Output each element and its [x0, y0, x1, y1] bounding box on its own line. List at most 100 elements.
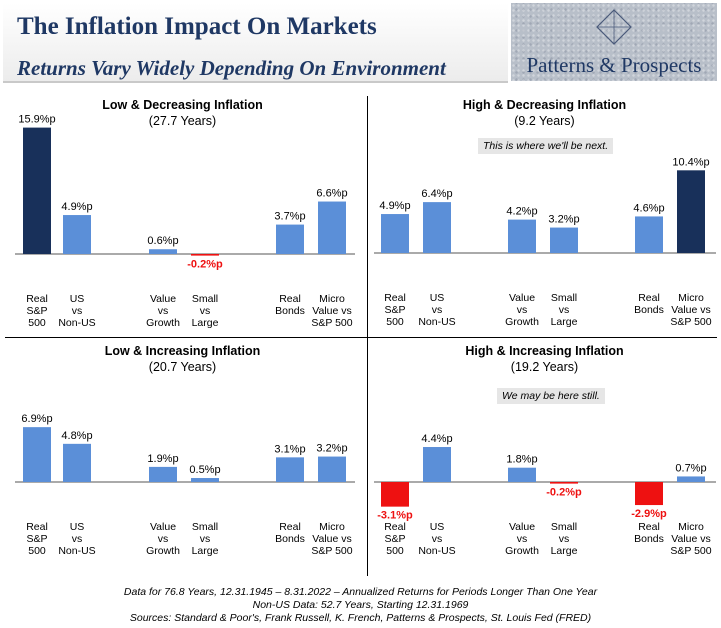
category-label: Value vs — [312, 533, 352, 545]
category-label: S&P 500 — [670, 316, 711, 328]
bar — [23, 427, 51, 482]
category-label: Bonds — [275, 533, 305, 545]
category-label: Micro — [678, 521, 704, 533]
data-label: 4.8%p — [61, 430, 92, 442]
bar — [23, 127, 51, 254]
data-label: 3.1%p — [274, 443, 305, 455]
chart-title: High & Decreasing Inflation — [462, 98, 627, 112]
data-label: 6.9%p — [21, 413, 52, 425]
bar-chart: 15.9%pRealS&P5004.9%pUSvsNon-US0.6%pValu… — [15, 114, 355, 329]
category-label: Large — [192, 317, 219, 329]
category-label: Non-US — [58, 317, 95, 329]
category-label: Bonds — [634, 304, 664, 316]
chart-annotation: We may be here still. — [497, 388, 605, 404]
data-label: -3.1%p — [377, 510, 413, 522]
bar — [276, 224, 304, 254]
bar — [550, 482, 578, 484]
category-label: vs — [200, 533, 211, 545]
diamond-logo-icon — [596, 9, 632, 45]
bar — [149, 466, 177, 482]
bar — [423, 202, 451, 253]
bar — [677, 476, 705, 482]
category-label: Growth — [505, 316, 539, 328]
bar — [276, 457, 304, 482]
category-label: Value — [509, 292, 535, 304]
data-label: 3.7%p — [274, 211, 305, 223]
title-band: The Inflation Impact On Markets Returns … — [3, 3, 508, 83]
category-label: Value — [150, 521, 176, 533]
category-label: Growth — [505, 545, 539, 557]
data-label: 3.2%p — [316, 443, 347, 455]
category-label: S&P — [384, 304, 405, 316]
category-label: Micro — [319, 293, 345, 305]
data-label: 4.2%p — [506, 206, 537, 218]
bar — [149, 249, 177, 254]
data-label: 4.9%p — [61, 201, 92, 213]
category-label: US — [430, 292, 445, 304]
category-label: Growth — [146, 545, 180, 557]
category-label: Value vs — [312, 305, 352, 317]
data-label: 4.6%p — [633, 202, 664, 214]
category-label: vs — [200, 305, 211, 317]
category-label: S&P 500 — [311, 545, 352, 557]
data-label: -0.2%p — [187, 259, 223, 271]
bar-chart: 4.9%pRealS&P5006.4%pUSvsNon-US4.2%pValue… — [374, 156, 716, 328]
category-label: S&P — [26, 305, 47, 317]
category-label: 500 — [28, 545, 46, 557]
category-label: Micro — [319, 521, 345, 533]
chart-panel-high-increasing: High & Increasing Inflation (19.2 Years)… — [372, 344, 717, 576]
category-label: vs — [432, 304, 443, 316]
bar — [508, 219, 536, 253]
chart-title: Low & Increasing Inflation — [104, 344, 261, 358]
category-label: Value vs — [671, 533, 711, 545]
category-label: 500 — [28, 317, 46, 329]
bar-chart: 6.9%pRealS&P5004.8%pUSvsNon-US1.9%pValue… — [15, 413, 355, 557]
data-label: 0.6%p — [147, 235, 178, 247]
data-label: 4.4%p — [421, 433, 452, 445]
category-label: US — [70, 521, 85, 533]
category-label: S&P — [26, 533, 47, 545]
category-label: Real — [638, 521, 660, 533]
category-label: vs — [158, 533, 169, 545]
bar — [550, 227, 578, 253]
category-label: Real — [279, 293, 301, 305]
chart-subtitle: (20.7 Years) — [148, 360, 217, 374]
category-label: Bonds — [275, 305, 305, 317]
bar — [318, 201, 346, 254]
data-label: -0.2%p — [546, 487, 582, 499]
category-label: Real — [279, 521, 301, 533]
chart-subtitle: (19.2 Years) — [510, 360, 579, 374]
data-label: 10.4%p — [672, 156, 709, 168]
data-label: 3.2%p — [548, 214, 579, 226]
logo: Patterns & Prospects — [511, 3, 717, 81]
category-label: S&P 500 — [670, 545, 711, 557]
vertical-divider — [367, 96, 368, 576]
category-label: vs — [559, 304, 570, 316]
chart-subtitle: (9.2 Years) — [514, 114, 575, 128]
page-title: The Inflation Impact On Markets — [17, 13, 377, 40]
chart-title: Low & Decreasing Inflation — [102, 98, 263, 112]
category-label: Non-US — [418, 545, 455, 557]
bar-chart: -3.1%pRealS&P5004.4%pUSvsNon-US1.8%pValu… — [374, 433, 716, 557]
category-label: Real — [384, 292, 406, 304]
category-label: vs — [158, 305, 169, 317]
category-label: Small — [551, 292, 577, 304]
bar — [191, 478, 219, 482]
category-label: 500 — [386, 545, 404, 557]
chart-panel-low-increasing: Low & Increasing Inflation (20.7 Years) … — [5, 344, 360, 576]
category-label: Small — [551, 521, 577, 533]
category-label: US — [70, 293, 85, 305]
category-label: Growth — [146, 317, 180, 329]
data-label: 1.9%p — [147, 453, 178, 465]
chart-annotation: This is where we'll be next. — [478, 138, 614, 154]
category-label: Real — [26, 293, 48, 305]
category-label: Large — [551, 545, 578, 557]
chart-panel-high-decreasing: High & Decreasing Inflation (9.2 Years) … — [372, 98, 717, 333]
category-label: Value vs — [671, 304, 711, 316]
bar — [677, 170, 705, 253]
category-label: Real — [384, 521, 406, 533]
category-label: Small — [192, 293, 218, 305]
category-label: vs — [517, 304, 528, 316]
category-label: Micro — [678, 292, 704, 304]
bar — [381, 482, 409, 507]
